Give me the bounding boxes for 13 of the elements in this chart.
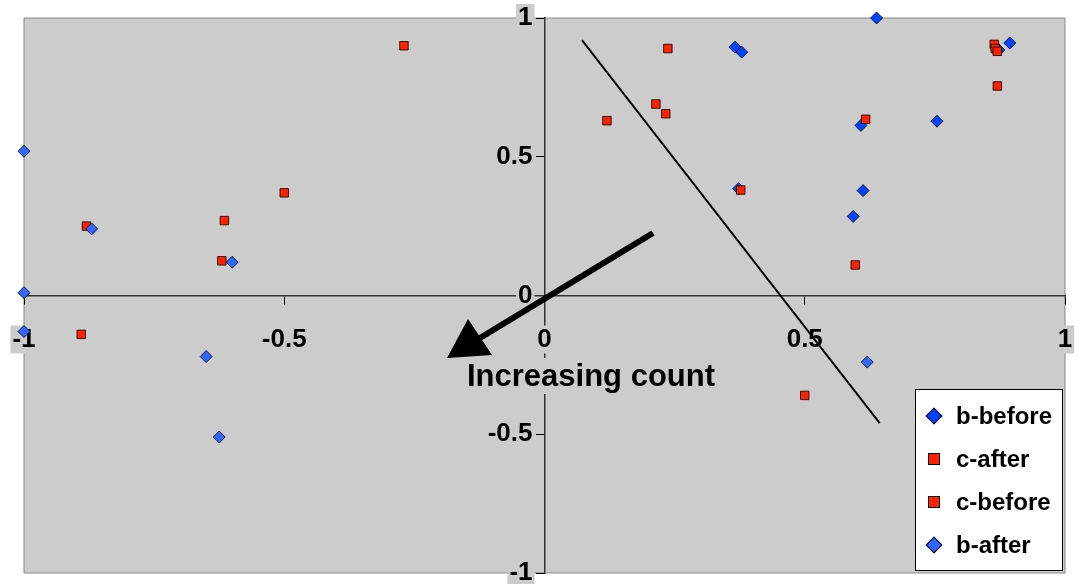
x-tick-label: 1 (1057, 322, 1073, 353)
legend-label: b-before (956, 401, 1052, 430)
legend-label: c-before (956, 487, 1051, 516)
x-tick-label: 0 (537, 322, 552, 353)
legend-label: b-after (956, 530, 1031, 559)
annotation: Increasing count (465, 358, 718, 394)
y-tick-label: -1 (509, 556, 533, 584)
legend-label: c-after (956, 444, 1030, 473)
y-tick-label: 0.5 (496, 139, 533, 170)
y-tick-label: -0.5 (487, 417, 533, 448)
y-tick-label: 0 (518, 278, 533, 309)
y-tick-label: 1 (518, 1, 533, 32)
x-tick-label: -0.5 (261, 322, 307, 353)
